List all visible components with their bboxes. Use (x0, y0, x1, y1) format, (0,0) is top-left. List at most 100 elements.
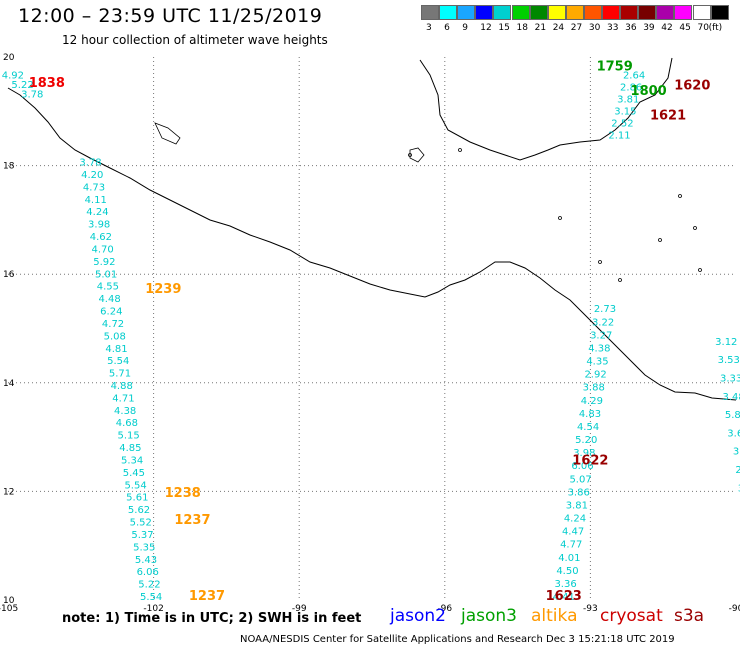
x-tick-label: -90 (729, 604, 740, 614)
legend-cryosat: cryosat (600, 606, 663, 626)
wave-height-value: 4.88 (111, 381, 133, 392)
map-grid (8, 57, 736, 600)
wave-height-value: 4.83 (579, 409, 601, 420)
legend-label: 33 (607, 23, 619, 33)
legend-label: (ft) (708, 23, 723, 33)
legend-label: 39 (643, 23, 655, 33)
legend-swatch (493, 5, 512, 20)
wave-height-value: 4.35 (586, 357, 608, 368)
wave-height-value: 4.38 (114, 406, 136, 417)
map-title: 12:00 – 23:59 UTC 11/25/2019 (18, 5, 323, 27)
island (558, 216, 562, 220)
footer-credit: NOAA/NESDIS Center for Satellite Applica… (240, 634, 675, 645)
legend-swatch (457, 5, 476, 20)
legend-altika: altika (531, 606, 578, 626)
legend-swatch (439, 5, 458, 20)
legend-s3a: s3a (674, 606, 705, 626)
wave-height-value: 5.45 (123, 468, 145, 479)
legend-label: 9 (462, 23, 468, 33)
wave-height-value: 3.3 (738, 483, 740, 494)
wave-height-value: 6.06 (571, 461, 593, 472)
y-tick-label: 10 (3, 596, 15, 606)
wave-height-value: 5.37 (131, 530, 153, 541)
altimeter-tracks: 4.925.223.783.784.204.734.114.243.984.62… (2, 71, 740, 603)
pass-time-label: 1621 (650, 108, 686, 123)
legend-jason3: jason3 (461, 606, 517, 626)
wave-height-value: 5.62 (128, 505, 150, 516)
wave-height-value: 4.50 (556, 566, 578, 577)
wave-height-value: 3.78 (21, 90, 43, 101)
wave-height-value: 3.3 (733, 447, 740, 458)
wave-height-value: 5.22 (138, 580, 160, 591)
x-tick-label: -105 (0, 604, 18, 614)
legend-swatch (565, 5, 584, 20)
wave-height-value: 4.92 (2, 71, 24, 82)
y-tick-label: 20 (3, 53, 15, 63)
y-tick-label: 16 (3, 270, 15, 280)
wave-height-value: 5.20 (575, 435, 597, 446)
wave-height-value: 2.64 (623, 71, 645, 82)
wave-height-value: 3.88 (583, 383, 605, 394)
wave-height-value: 5.01 (95, 269, 117, 280)
y-tick-label: 18 (3, 162, 15, 172)
lagoon (409, 147, 425, 163)
island (598, 260, 602, 264)
island (678, 194, 682, 198)
legend-label: 70 (697, 23, 709, 33)
wave-height-value: 4.24 (564, 514, 586, 525)
legend-label: 27 (570, 23, 583, 33)
wave-height-value: 3.69 (727, 428, 740, 439)
legend-label: 12 (480, 23, 492, 33)
legend-label: 18 (516, 23, 528, 33)
wave-height-value: 6.24 (100, 307, 122, 318)
pass-time-labels: 1838 1239 1238 1237 1237 1622 1623 1759 1800 1620… (29, 60, 711, 604)
island (658, 238, 662, 242)
wave-height-value: 2.8 (735, 465, 740, 476)
wave-height-value: 2.73 (594, 304, 616, 315)
wave-height-value: 2.86 (620, 83, 642, 94)
wave-height-value: 3.27 (590, 330, 612, 341)
legend-label: 15 (498, 23, 510, 33)
wave-height-value: 2.52 (611, 119, 633, 130)
pass-time-label: 1838 (29, 76, 65, 91)
pass-time-label: 1759 (597, 60, 633, 75)
wave-height-value: 5.15 (118, 431, 140, 442)
pacific-coastline (7, 87, 737, 401)
wave-height-value: 4.20 (81, 170, 103, 181)
legend-swatch (692, 5, 711, 20)
wave-height-value: 4.77 (560, 540, 582, 551)
wave-height-value: 3.81 (566, 500, 588, 511)
legend-label: 36 (625, 23, 637, 33)
wave-height-value: 4.71 (112, 393, 134, 404)
wave-height-value: 5.08 (104, 331, 126, 342)
wave-height-value: 5.61 (126, 493, 148, 504)
pass-time-label: 1623 (546, 589, 582, 604)
y-tick-label: 12 (3, 487, 14, 497)
wave-height-value: 2.11 (608, 130, 630, 141)
wave-height-value: 3.48 (722, 392, 740, 403)
legend-swatch (638, 5, 657, 20)
wave-height-value: 5.54 (124, 480, 146, 491)
wave-height-value: 4.54 (577, 422, 599, 433)
legend-swatch (602, 5, 620, 20)
legend-swatch (475, 5, 494, 20)
wave-height-value: 4.85 (119, 443, 141, 454)
island (698, 268, 702, 272)
wave-height-value: 3.86 (568, 487, 590, 498)
legend-swatch (511, 5, 530, 20)
wave-height-value: 5.07 (569, 474, 591, 485)
wave-height-value: 4.72 (102, 319, 124, 330)
legend-label: 45 (679, 23, 691, 33)
wave-height-value: 5.43 (135, 555, 157, 566)
island (618, 278, 622, 282)
pass-time-label: 1237 (174, 513, 210, 528)
wave-height-value: 3.22 (592, 317, 614, 328)
wave-height-value: 4.01 (558, 553, 580, 564)
legend-swatch (656, 5, 675, 20)
wave-height-value: 6.06 (137, 567, 159, 578)
legend-swatch (529, 5, 548, 20)
legend-swatch (547, 5, 566, 20)
gulf-coastline (419, 57, 673, 161)
wave-height-value: 3.12 (715, 337, 737, 348)
